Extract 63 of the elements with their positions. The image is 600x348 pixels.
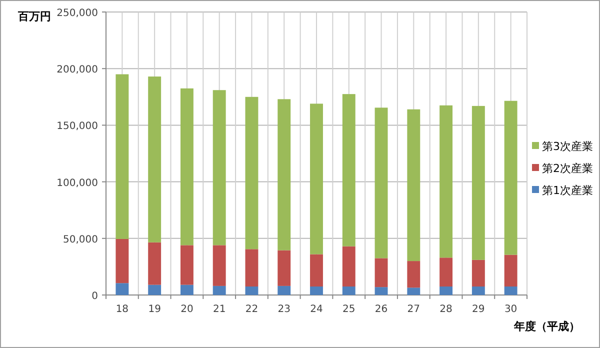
bar	[342, 246, 356, 287]
bar	[440, 286, 453, 295]
bar	[440, 105, 453, 258]
y-tick-label: 0	[92, 291, 98, 302]
bar	[342, 94, 356, 246]
bar	[212, 245, 226, 286]
bar	[407, 288, 420, 295]
bar	[245, 249, 258, 287]
bar	[342, 286, 356, 295]
legend-label: 第2次産業	[542, 162, 593, 175]
legend-label: 第1次産業	[542, 184, 593, 197]
bar	[245, 96, 258, 250]
x-tick-label: 25	[342, 304, 356, 315]
x-tick-label: 24	[310, 304, 323, 315]
legend-label: 第3次産業	[542, 140, 593, 153]
bar	[278, 99, 291, 250]
bar	[278, 250, 291, 286]
bar	[472, 286, 485, 295]
bar	[116, 74, 129, 239]
bar	[148, 242, 162, 285]
bar	[116, 238, 129, 284]
x-tick-label: 28	[440, 304, 452, 315]
bar	[504, 254, 518, 287]
bar	[116, 283, 129, 295]
bar	[374, 287, 388, 295]
bar	[310, 104, 323, 254]
bar	[374, 258, 388, 288]
bar	[245, 286, 258, 295]
x-tick-label: 29	[472, 304, 485, 315]
bar	[407, 261, 420, 288]
bar	[504, 100, 518, 255]
bar	[180, 284, 194, 295]
x-tick-label: 19	[148, 304, 161, 315]
x-tick-label: 20	[180, 304, 194, 315]
x-tick-label: 22	[245, 304, 258, 315]
x-tick-label: 30	[504, 304, 518, 315]
x-tick-label: 21	[212, 304, 226, 315]
y-tick-label: 200,000	[56, 64, 98, 76]
bar	[148, 284, 162, 295]
x-tick-label: 23	[278, 304, 290, 315]
x-tick-label: 18	[116, 304, 129, 315]
bar	[504, 286, 518, 295]
bar	[472, 260, 485, 287]
x-axis-title: 年度（平成）	[513, 320, 580, 333]
y-axis-title: 百万円	[17, 10, 51, 23]
bar	[374, 108, 388, 258]
y-tick-label: 150,000	[56, 121, 98, 132]
bar	[212, 90, 226, 246]
bar	[310, 254, 323, 287]
bar	[212, 286, 226, 295]
y-tick-label: 250,000	[56, 8, 98, 19]
bar	[180, 245, 194, 285]
bar	[180, 88, 194, 246]
bar	[472, 106, 485, 260]
y-tick-label: 100,000	[56, 178, 98, 189]
y-tick-label: 50,000	[63, 234, 98, 246]
x-tick-label: 27	[407, 304, 420, 315]
bar	[310, 286, 323, 295]
bar	[407, 109, 420, 262]
x-tick-label: 26	[374, 304, 388, 315]
bar	[148, 76, 162, 242]
bar	[278, 286, 291, 295]
bar	[440, 258, 453, 287]
